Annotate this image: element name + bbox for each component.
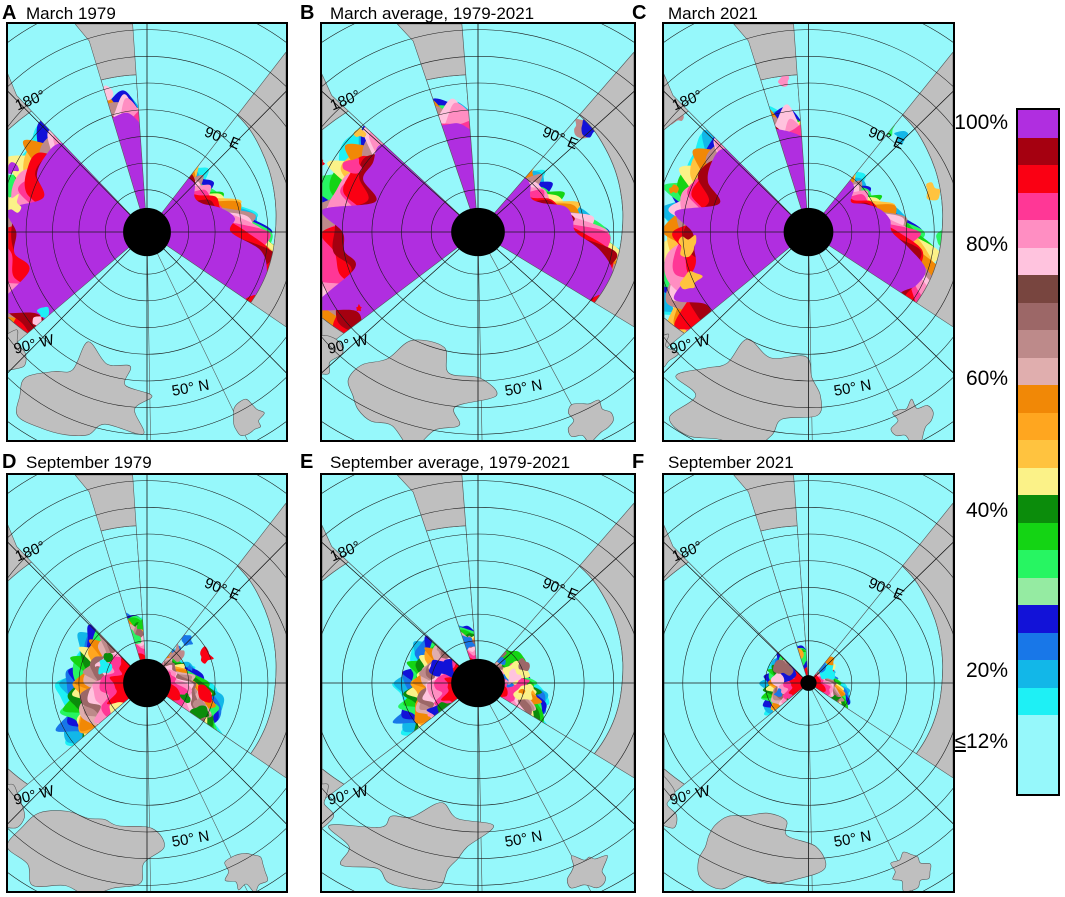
panel-letter-d: D (2, 451, 17, 473)
colorbar-cell (1018, 220, 1058, 248)
panel-letter-b: B (300, 2, 315, 24)
map-panel-a[interactable]: 180° 90° E 90° W 50° N (6, 22, 288, 442)
panel-letter-f: F (632, 451, 645, 473)
colorbar-cell (1018, 605, 1058, 633)
colorbar-cell (1018, 137, 1058, 166)
colorbar-tick-label: 80% (965, 233, 1008, 256)
colorbar-cell (1018, 632, 1058, 661)
colorbar-cell (1018, 357, 1058, 386)
colorbar-cell (1018, 577, 1058, 606)
map-panel-e[interactable]: 180° 90° E 90° W 50° N (320, 473, 636, 893)
colorbar-cell (1018, 522, 1058, 551)
panel-letter-a: A (2, 2, 17, 24)
colorbar-cell (1018, 440, 1058, 468)
panel-letter-e: E (300, 451, 314, 473)
panel-title-a: March 1979 (26, 4, 116, 23)
colorbar (1016, 108, 1060, 796)
colorbar-tick-label: 40% (965, 499, 1008, 522)
colorbar-cell (1018, 550, 1058, 578)
colorbar-cell (1018, 660, 1058, 688)
colorbar-cell (1018, 302, 1058, 331)
panel-letter-c: C (632, 2, 647, 24)
colorbar-tick-label: ≤12% (954, 730, 1008, 753)
panel-title-e: September average, 1979-2021 (330, 453, 571, 472)
colorbar-cell (1018, 687, 1058, 716)
colorbar-cell (1018, 495, 1058, 523)
colorbar-tick-label: 20% (965, 659, 1008, 682)
panel-title-d: September 1979 (26, 453, 152, 472)
colorbar-cell (1018, 275, 1058, 303)
map-panel-c[interactable]: 180° 90° E 90° W 50° N (662, 22, 955, 442)
colorbar-cell (1018, 412, 1058, 441)
colorbar-cell (1018, 247, 1058, 276)
map-panel-b[interactable]: 180° 90° E 90° W 50° N (320, 22, 636, 442)
panel-title-b: March average, 1979-2021 (330, 4, 535, 23)
panel-title-f: September 2021 (668, 453, 794, 472)
colorbar-cell (1018, 192, 1058, 221)
colorbar-cell (1018, 165, 1058, 193)
map-panel-f[interactable]: 180° 90° E 90° W 50° N (662, 473, 955, 893)
colorbar-cell (1018, 110, 1058, 138)
colorbar-tick-label: 60% (965, 367, 1008, 390)
colorbar-tick-label: 100% (954, 111, 1008, 134)
colorbar-cell (1018, 715, 1058, 794)
colorbar-cell (1018, 385, 1058, 413)
colorbar-cell (1018, 330, 1058, 358)
map-panel-d[interactable]: 180° 90° E 90° W 50° N (6, 473, 288, 893)
panel-title-c: March 2021 (668, 4, 758, 23)
colorbar-cell (1018, 467, 1058, 496)
